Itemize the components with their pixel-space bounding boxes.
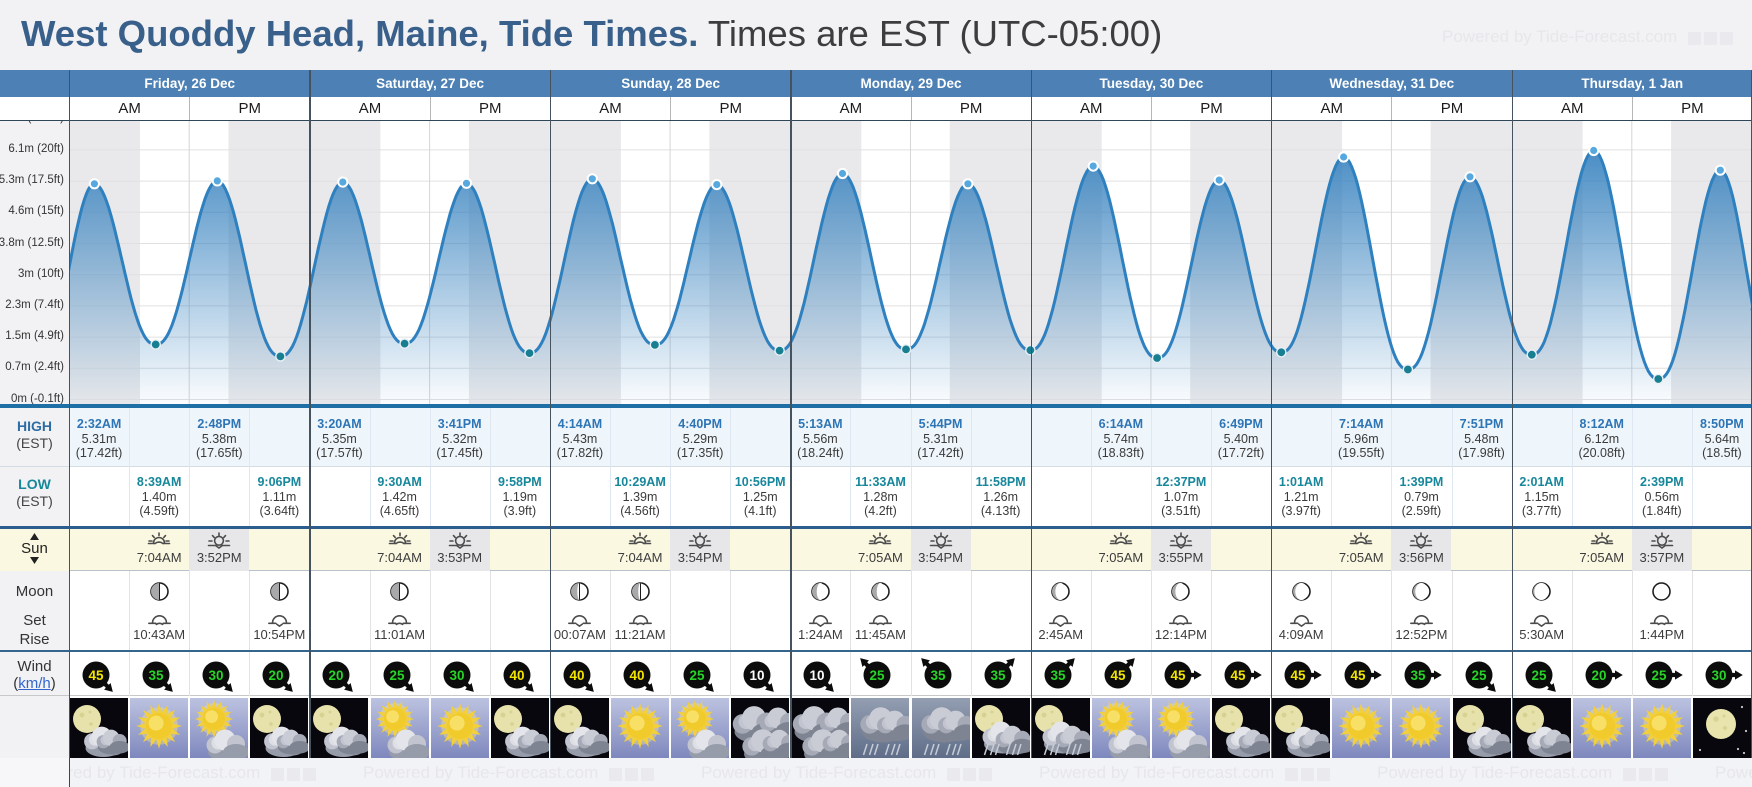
svg-text:35: 35 [1050, 668, 1066, 683]
svg-text:25: 25 [1471, 668, 1487, 683]
svg-text:45: 45 [1170, 668, 1186, 683]
svg-text:35: 35 [149, 668, 165, 683]
svg-text:25: 25 [1651, 668, 1667, 683]
svg-text:45: 45 [1231, 668, 1247, 683]
svg-text:40: 40 [509, 668, 524, 683]
svg-text:25: 25 [870, 668, 886, 683]
svg-text:10: 10 [750, 668, 765, 683]
svg-text:20: 20 [329, 668, 344, 683]
svg-text:40: 40 [630, 668, 645, 683]
svg-text:20: 20 [1591, 668, 1606, 683]
svg-text:40: 40 [569, 668, 584, 683]
svg-text:30: 30 [449, 668, 464, 683]
svg-text:30: 30 [1711, 668, 1726, 683]
svg-text:25: 25 [690, 668, 706, 683]
svg-text:45: 45 [89, 668, 105, 683]
svg-text:25: 25 [389, 668, 405, 683]
svg-text:10: 10 [810, 668, 825, 683]
svg-text:45: 45 [1351, 668, 1367, 683]
svg-text:45: 45 [1291, 668, 1307, 683]
svg-text:45: 45 [1110, 668, 1126, 683]
svg-text:30: 30 [209, 668, 224, 683]
svg-text:20: 20 [269, 668, 284, 683]
svg-text:35: 35 [990, 668, 1006, 683]
svg-text:35: 35 [1411, 668, 1427, 683]
svg-text:35: 35 [930, 668, 946, 683]
svg-text:25: 25 [1531, 668, 1547, 683]
